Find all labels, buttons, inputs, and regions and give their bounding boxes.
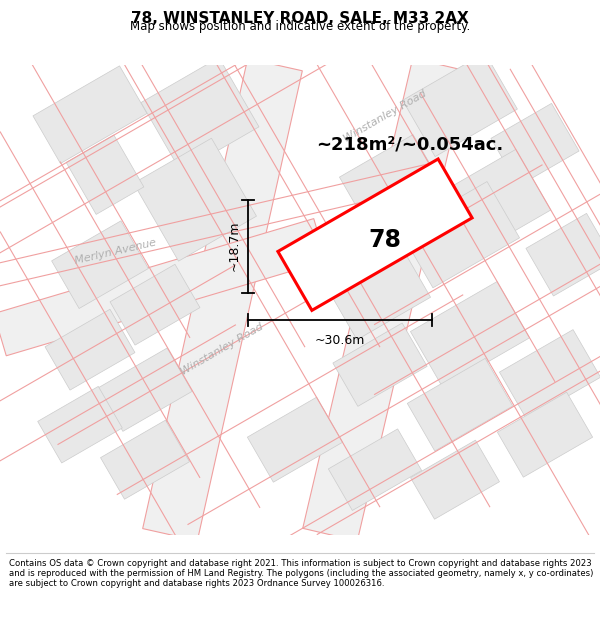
Polygon shape [98,348,192,431]
Polygon shape [499,329,600,420]
Text: Winstanley Road: Winstanley Road [342,89,428,144]
Text: 78: 78 [368,228,401,252]
Polygon shape [141,58,259,172]
Text: Winstanley Road: Winstanley Road [179,322,265,378]
Polygon shape [247,397,343,482]
Polygon shape [110,264,200,345]
Polygon shape [278,159,472,311]
Polygon shape [38,386,122,463]
Text: ~218m²/~0.054ac.: ~218m²/~0.054ac. [316,136,503,154]
Polygon shape [526,213,600,296]
Text: ~30.6m: ~30.6m [315,334,365,347]
Polygon shape [134,138,256,261]
Polygon shape [403,52,517,157]
Polygon shape [303,58,467,541]
Polygon shape [340,134,440,225]
Polygon shape [66,135,144,214]
Text: Merlyn Avenue: Merlyn Avenue [73,238,157,266]
Polygon shape [329,249,431,340]
Polygon shape [410,281,530,388]
Text: ~18.7m: ~18.7m [227,221,241,271]
Polygon shape [497,392,593,478]
Polygon shape [101,420,190,499]
Polygon shape [429,149,551,260]
Text: 78, WINSTANLEY ROAD, SALE, M33 2AX: 78, WINSTANLEY ROAD, SALE, M33 2AX [131,11,469,26]
Polygon shape [143,59,302,541]
Polygon shape [33,66,147,164]
Polygon shape [410,440,499,519]
Polygon shape [491,103,579,186]
Polygon shape [0,219,326,356]
Polygon shape [400,181,520,288]
Polygon shape [407,358,513,451]
Polygon shape [52,221,148,309]
Text: Map shows position and indicative extent of the property.: Map shows position and indicative extent… [130,20,470,32]
Text: Contains OS data © Crown copyright and database right 2021. This information is : Contains OS data © Crown copyright and d… [9,559,593,588]
Polygon shape [333,323,427,406]
Polygon shape [328,429,422,511]
Polygon shape [45,309,135,390]
